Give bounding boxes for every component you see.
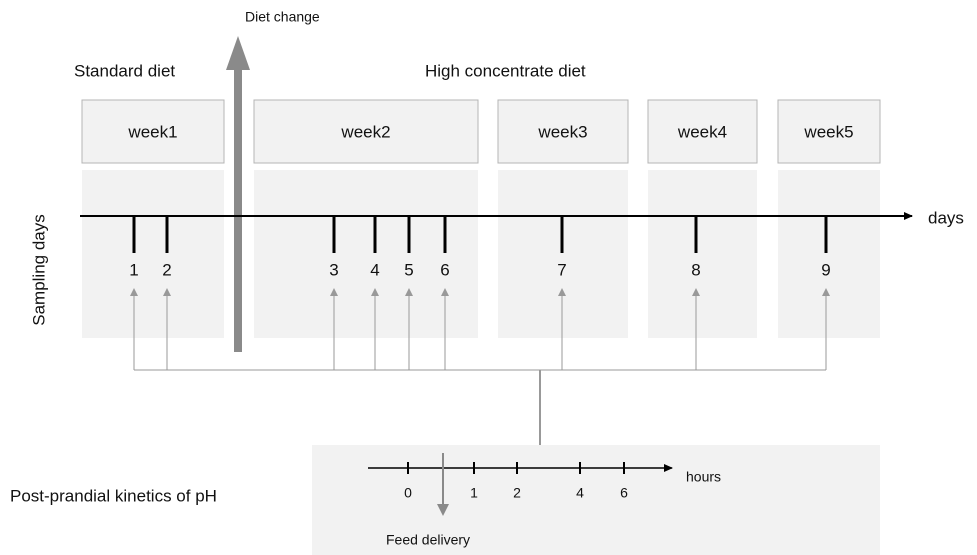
sampling-days-label: Sampling days [29,214,48,326]
week-box [777,99,881,164]
week-box [647,99,758,164]
week-panel [648,170,757,338]
hours-label: hours [686,469,721,485]
hour-label: 6 [620,485,628,501]
hour-label: 1 [470,485,478,501]
post-prandial-label: Post-prandial kinetics of pH [10,486,217,505]
high-diet-label: High concentrate diet [425,61,586,80]
day-label: 8 [691,260,700,279]
diet-change-arrowhead [226,36,250,70]
days-label: days [928,208,964,227]
feed-delivery-label: Feed delivery [386,532,470,548]
week-label: week4 [677,122,727,141]
week-panel [498,170,628,338]
day-label: 6 [440,260,449,279]
day-label: 5 [404,260,413,279]
week-panel [82,170,224,338]
week-label: week3 [537,122,587,141]
diet-change-label: Diet change [245,9,320,25]
day-label: 1 [129,260,138,279]
day-label: 3 [329,260,338,279]
week-label: week5 [803,122,853,141]
kinetics-panel [312,445,880,555]
standard-diet-label: Standard diet [74,61,175,80]
hour-label: 4 [576,485,584,501]
week-box [253,99,479,164]
week-box [497,99,629,164]
week-label: week2 [340,122,390,141]
week-panel [778,170,880,338]
week-label: week1 [127,122,177,141]
day-label: 2 [162,260,171,279]
day-label: 7 [557,260,566,279]
hour-label: 0 [404,485,412,501]
day-label: 4 [370,260,379,279]
week-box [81,99,225,164]
day-label: 9 [821,260,830,279]
week-panel [254,170,478,338]
hour-label: 2 [513,485,521,501]
